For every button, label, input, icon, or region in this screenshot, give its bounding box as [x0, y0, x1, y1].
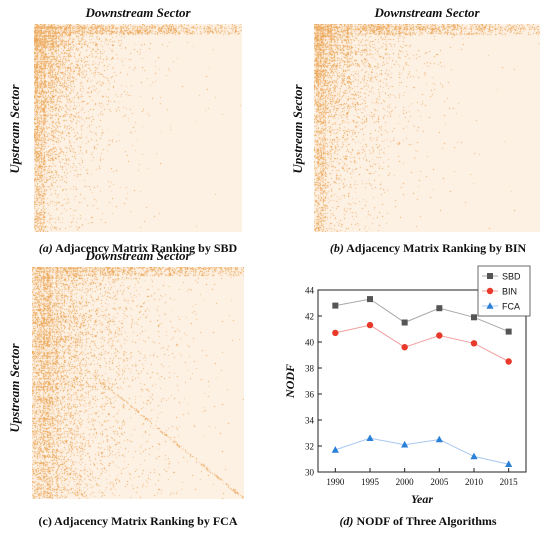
data-point-fca	[435, 435, 443, 443]
data-point-fca	[331, 446, 339, 453]
series-line-fca	[335, 437, 509, 465]
x-tick-label: 2005	[430, 477, 449, 487]
downstream-sector-label-b: Downstream Sector	[374, 5, 480, 20]
x-tick-label: 1990	[326, 477, 345, 487]
caption-b: (b) Adjacency Matrix Ranking by BIN	[329, 241, 527, 255]
nodf-line-chart: 30 32 34 36 38 40 42 44 1990 1995 2000 2005 2010 2015…	[283, 265, 531, 506]
x-tick-label: 1995	[361, 477, 380, 487]
data-point-bin	[505, 358, 512, 365]
adjacency-matrix-bin	[314, 24, 540, 232]
data-point-sbd	[401, 319, 408, 326]
y-tick-label: 42	[305, 312, 314, 322]
data-point-fca	[470, 452, 478, 460]
data-point-bin	[470, 340, 478, 347]
data-point-sbd	[332, 302, 339, 309]
y-tick-label: 34	[305, 416, 315, 426]
y-axis-title: NODF	[283, 364, 297, 399]
x-tick-label: 2000	[396, 477, 415, 487]
adjacency-matrix-fca	[32, 267, 244, 499]
y-tick-label: 30	[305, 468, 315, 478]
data-point-sbd	[471, 314, 477, 321]
data-point-bin	[332, 329, 339, 337]
y-tick-label: 44	[305, 286, 315, 296]
caption-c: (c) Adjacency Matrix Ranking by FCA	[38, 514, 238, 528]
legend-marker-fca	[486, 302, 494, 309]
legend-label-bin: BIN	[502, 287, 517, 297]
series-line-bin	[335, 324, 509, 362]
data-point-sbd	[505, 328, 512, 335]
upstream-sector-label-b: Upstream Sector	[290, 84, 305, 174]
caption-a: (a) Adjacency Matrix Ranking by SBD	[38, 241, 238, 255]
plot-frame	[317, 289, 527, 473]
data-point-sbd	[436, 305, 443, 312]
x-tick-label: 2015	[500, 477, 519, 487]
data-point-bin	[366, 321, 374, 329]
legend-marker-bin	[486, 287, 494, 295]
data-point-fca	[366, 434, 374, 441]
x-tick-label: 2010	[465, 477, 484, 487]
data-point-sbd	[367, 296, 373, 303]
downstream-sector-label-a: Downstream Sector	[85, 5, 191, 20]
series-line-sbd	[335, 298, 509, 333]
y-tick-label: 36	[305, 390, 315, 400]
x-axis-title: Year	[411, 492, 433, 506]
y-tick-label: 38	[305, 364, 315, 374]
data-point-fca	[401, 440, 409, 448]
upstream-sector-label-a: Upstream Sector	[7, 84, 22, 174]
adjacency-matrix-sbd	[34, 24, 242, 232]
y-tick-label: 32	[305, 442, 314, 452]
legend-label-fca: FCA	[502, 302, 520, 312]
data-point-bin	[401, 344, 408, 351]
downstream-sector-label-c: Downstream Sector	[85, 248, 191, 263]
legend-label-sbd: SBD	[502, 272, 521, 282]
data-point-bin	[436, 332, 443, 339]
data-point-fca	[505, 460, 513, 467]
legend-marker-sbd	[487, 273, 493, 279]
y-tick-label: 40	[305, 338, 315, 348]
upstream-sector-label-c: Upstream Sector	[7, 343, 22, 433]
caption-d: (d) NODF of Three Algorithms	[339, 514, 497, 528]
